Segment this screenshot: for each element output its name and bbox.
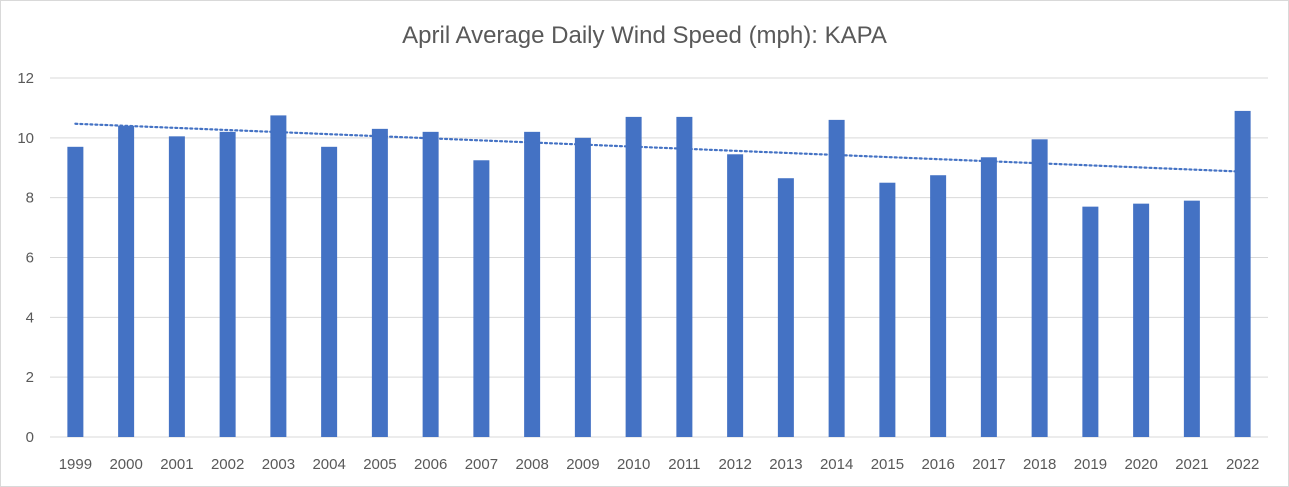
x-tick-label: 2004: [312, 456, 345, 473]
y-tick-label: 4: [26, 309, 34, 326]
bar-2016: [930, 175, 947, 437]
bar-2006: [422, 131, 439, 437]
trendline-group: [74, 122, 1244, 173]
x-tick-label: 2021: [1175, 456, 1208, 473]
bar-2009: [574, 137, 591, 438]
bar-2001: [168, 136, 185, 437]
bar-1999: [67, 146, 84, 437]
x-tick-label: 2008: [515, 456, 548, 473]
bar-2010: [625, 116, 642, 438]
x-tick-label: 2011: [668, 456, 700, 473]
x-tick-label: 2005: [363, 456, 396, 473]
x-tick-label: 2010: [617, 456, 650, 473]
y-tick-label: 12: [17, 70, 34, 87]
x-tick-label: 2020: [1124, 456, 1157, 473]
gridlines: [50, 77, 1268, 438]
trendline: [74, 122, 1244, 173]
x-tick-label: 2017: [972, 456, 1005, 473]
bar-2017: [980, 157, 997, 437]
bar-2020: [1133, 203, 1150, 437]
y-axis: 0 2 4 6 8 10 12: [17, 70, 34, 446]
bar-2008: [524, 131, 541, 437]
x-tick-label: 1999: [59, 456, 92, 473]
bar-2000: [118, 125, 135, 437]
bar-2021: [1183, 200, 1200, 437]
bar-2022: [1234, 110, 1251, 438]
bar-2015: [879, 182, 896, 437]
bar-2002: [219, 131, 236, 437]
x-tick-label: 2012: [718, 456, 751, 473]
bars: [67, 110, 1251, 438]
x-tick-label: 2019: [1074, 456, 1107, 473]
chart-title: April Average Daily Wind Speed (mph): KA…: [402, 22, 887, 49]
x-tick-label: 2001: [160, 456, 193, 473]
bar-2018: [1031, 139, 1048, 437]
bar-2019: [1082, 206, 1099, 437]
bar-2013: [777, 178, 794, 438]
y-tick-label: 0: [26, 429, 34, 446]
y-tick-label: 6: [26, 250, 34, 267]
x-tick-label: 2022: [1226, 456, 1259, 473]
x-tick-label: 2015: [871, 456, 904, 473]
x-tick-label: 2018: [1023, 456, 1056, 473]
x-tick-label: 2009: [566, 456, 599, 473]
bar-2005: [371, 128, 388, 437]
bar-2007: [473, 160, 490, 438]
y-tick-label: 10: [17, 130, 34, 147]
x-axis: 1999 2000 2001 2002 2003 2004 2005 2006 2007 2008…: [59, 456, 1260, 473]
x-tick-label: 2007: [465, 456, 498, 473]
bar-2011: [676, 116, 693, 438]
y-tick-label: 2: [26, 369, 34, 386]
bar-2004: [321, 146, 338, 437]
x-tick-label: 2013: [769, 456, 802, 473]
x-tick-label: 2003: [262, 456, 295, 473]
x-tick-label: 2016: [921, 456, 954, 473]
x-tick-label: 2000: [109, 456, 142, 473]
x-tick-label: 2014: [820, 456, 853, 473]
bar-2012: [727, 154, 744, 437]
bar-2014: [828, 119, 845, 437]
x-tick-label: 2002: [211, 456, 244, 473]
x-tick-label: 2006: [414, 456, 447, 473]
y-tick-label: 8: [26, 190, 34, 207]
bar-2003: [270, 115, 287, 437]
